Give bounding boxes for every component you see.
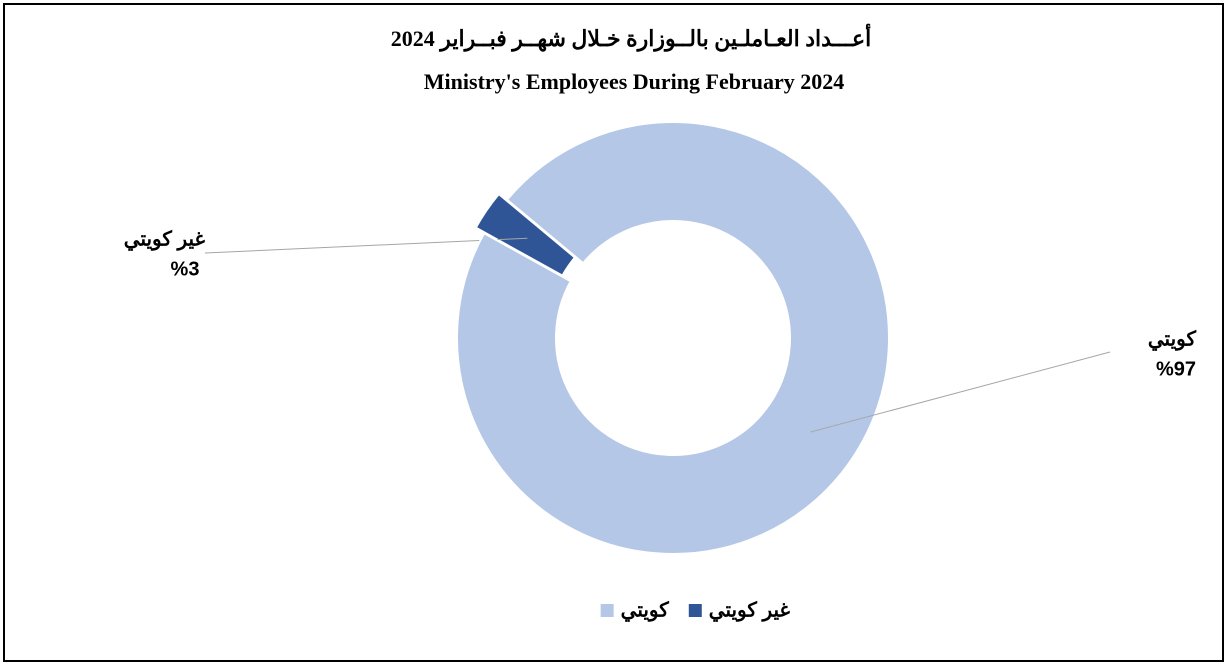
data-label-name: غير كويتي bbox=[124, 228, 206, 251]
data-label-value: %97 bbox=[1156, 358, 1196, 380]
donut-slice bbox=[456, 121, 890, 555]
leader-line bbox=[204, 237, 528, 254]
data-label-value: %3 bbox=[171, 258, 200, 280]
chart-border bbox=[3, 3, 1224, 662]
legend-label: كويتي bbox=[621, 599, 670, 622]
chart-subtitle: Ministry's Employees During February 202… bbox=[424, 69, 844, 94]
leader-line bbox=[810, 351, 1111, 433]
legend-swatch bbox=[600, 604, 614, 617]
legend-swatch bbox=[688, 604, 702, 617]
legend-label: غير كويتي bbox=[709, 599, 791, 622]
data-label-name: كويتي bbox=[1148, 328, 1197, 351]
chart-title: أعـــداد العـاملـين بالــوزارة خـلال شهـ… bbox=[391, 23, 872, 52]
